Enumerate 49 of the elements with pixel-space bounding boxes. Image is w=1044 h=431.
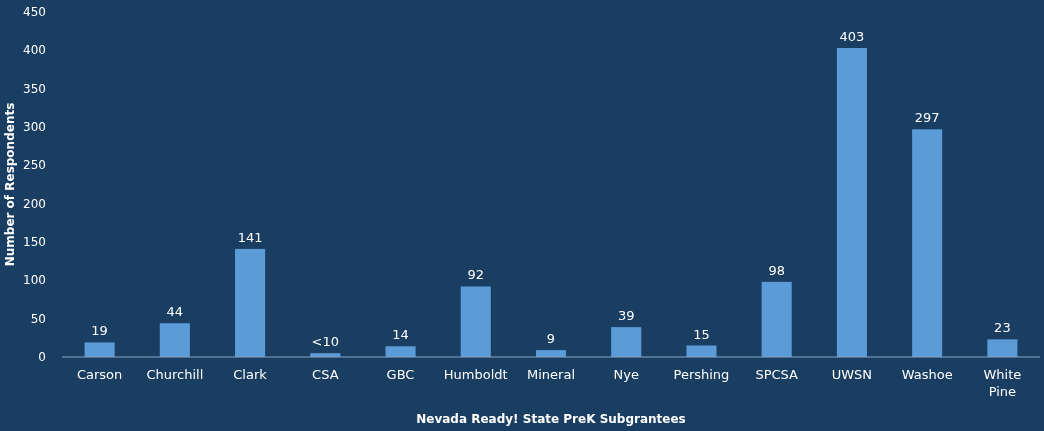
x-tick-label: Nye (613, 367, 639, 382)
data-label: 15 (693, 326, 710, 342)
data-label: 141 (237, 229, 263, 245)
data-label: <10 (311, 334, 340, 350)
x-tick-label: UWSN (831, 367, 873, 382)
y-tick-label: 300 (23, 120, 46, 134)
x-tick-label: Carson (76, 367, 123, 382)
bar (912, 129, 943, 357)
data-label: 23 (994, 320, 1011, 336)
y-tick-label: 450 (23, 5, 46, 19)
y-tick-label: 200 (23, 196, 46, 211)
y-tick-label: 0 (38, 350, 46, 364)
y-tick-label: 100 (23, 273, 46, 288)
bar (987, 339, 1018, 357)
data-label: 9 (546, 331, 556, 347)
x-tick-label: Churchill (146, 367, 204, 382)
bar (84, 342, 115, 357)
data-label: 92 (467, 267, 485, 283)
data-label: 39 (617, 308, 635, 324)
data-label: 19 (91, 323, 108, 339)
bar (159, 323, 190, 357)
bar (385, 346, 416, 357)
data-label: 14 (392, 327, 409, 343)
x-tick-label: Clark (233, 367, 268, 382)
y-tick-label: 350 (23, 81, 46, 96)
data-label: 403 (839, 29, 865, 45)
x-tick-label: Mineral (527, 367, 575, 382)
bar (235, 248, 266, 357)
x-tick-label: White Pine (983, 367, 1022, 399)
x-tick-label: Washoe (901, 367, 953, 382)
y-axis-title: Number of Respondents (3, 102, 17, 267)
y-tick-label: 50 (30, 311, 46, 326)
data-label: 297 (914, 110, 940, 126)
bar (686, 345, 717, 357)
x-tick-label: CSA (312, 367, 339, 382)
bar (761, 281, 792, 357)
data-label: 44 (166, 304, 184, 320)
x-tick-label: SPCSA (755, 367, 799, 382)
x-tick-label: Humboldt (443, 367, 508, 382)
x-tick-label: Pershing (673, 367, 730, 382)
bar (460, 286, 491, 357)
bar (836, 48, 867, 357)
data-label: 98 (768, 262, 785, 278)
x-axis-title: Nevada Ready! State PreK Subgrantees (416, 412, 686, 426)
y-tick-label: 150 (23, 235, 46, 249)
y-tick-label: 400 (23, 43, 46, 58)
x-tick-label: GBC (386, 367, 415, 382)
y-tick-label: 250 (23, 158, 46, 173)
bar (611, 327, 642, 357)
